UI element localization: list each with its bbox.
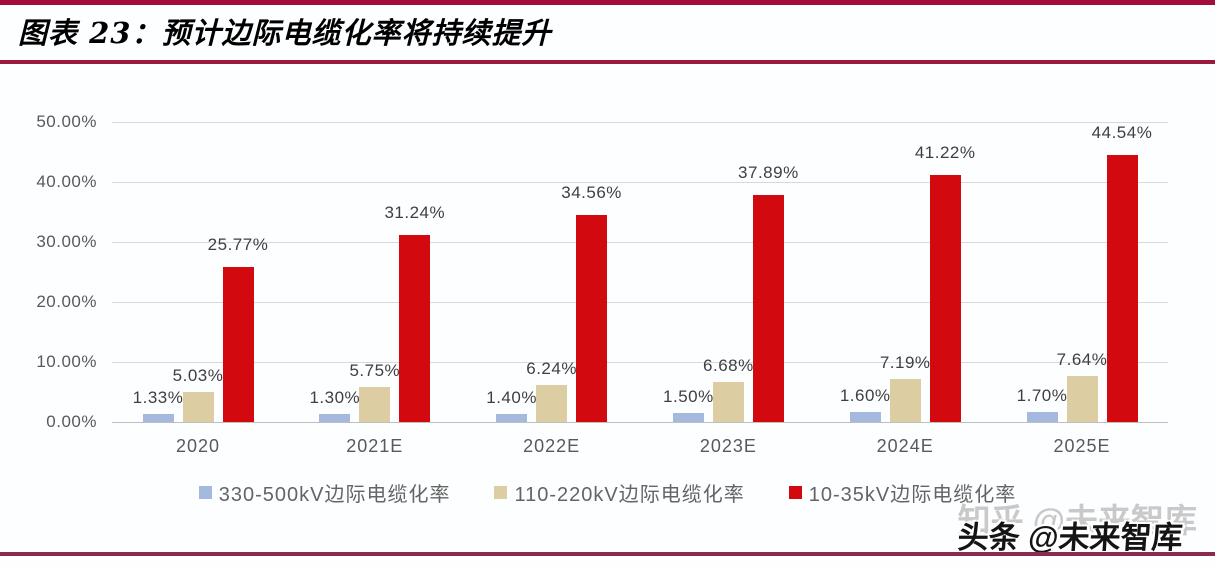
legend-label: 110-220kV边际电缆化率 (514, 484, 745, 506)
legend-item-2: 10-35kV边际电缆化率 (788, 478, 1017, 507)
gridline (112, 362, 1168, 363)
bar-value-label: 1.30% (309, 388, 361, 407)
bar-2025E-series0 (1026, 412, 1058, 422)
watermark-toutiao: 头条 @未来智库 (956, 520, 1185, 555)
top-accent-bar (0, 0, 1215, 5)
bar-2023E-series1 (712, 382, 744, 422)
legend-swatch-icon (788, 486, 802, 499)
watermark-zhihu: 知乎 @未来智库 (957, 502, 1197, 539)
bar-chart: 0.00% 10.00% 20.00% 30.00% 40.00% 50.00% 1.33%… (0, 66, 1215, 486)
gridline (112, 422, 1168, 423)
bar-2022E-series0 (496, 414, 528, 422)
bar-value-label: 1.40% (486, 388, 537, 407)
y-axis-tick-label: 0.00% (46, 412, 97, 431)
x-axis-tick-label: 2023E (699, 436, 757, 456)
bar-value-label: 44.54% (1091, 123, 1153, 142)
gridline (112, 182, 1168, 183)
legend-label: 330-500kV边际电缆化率 (218, 484, 451, 506)
bar-value-label: 34.56% (561, 183, 622, 202)
legend-swatch-icon (198, 486, 212, 499)
bar-value-label: 1.70% (1016, 386, 1068, 405)
gridline (112, 302, 1168, 303)
legend-swatch-icon (494, 486, 508, 499)
gridline (112, 242, 1168, 243)
bar-2020-series1 (182, 392, 214, 422)
bar-value-label: 41.22% (914, 143, 976, 162)
chart-legend: 330-500kV边际电缆化率 110-220kV边际电缆化率 10-35kV边际电… (0, 478, 1215, 507)
x-axis-tick-label: 2022E (523, 436, 581, 456)
bar-2021E-series0 (319, 414, 351, 422)
bar-2024E-series2 (929, 175, 961, 422)
y-axis-tick-label: 10.00% (36, 352, 97, 371)
bar-2020-series2 (222, 267, 254, 422)
bar-value-label: 25.77% (207, 235, 269, 254)
bar-value-label: 7.64% (1056, 350, 1108, 369)
gridline (112, 122, 1168, 123)
bar-2021E-series1 (359, 387, 391, 422)
bar-value-label: 7.19% (879, 353, 931, 372)
bar-value-label: 6.24% (526, 359, 577, 378)
bar-2023E-series2 (752, 195, 784, 422)
chart-title: 图表 23：预计边际电缆化率将持续提升 (18, 16, 552, 50)
legend-label: 10-35kV边际电缆化率 (808, 484, 1017, 506)
legend-item-0: 330-500kV边际电缆化率 (198, 478, 451, 507)
x-axis-tick-label: 2021E (346, 436, 404, 456)
y-axis-tick-label: 30.00% (36, 232, 97, 251)
bar-2025E-series1 (1066, 376, 1098, 422)
bar-2025E-series2 (1106, 155, 1138, 422)
bar-2021E-series2 (399, 235, 431, 422)
bar-2023E-series0 (672, 413, 704, 422)
bar-value-label: 1.50% (663, 387, 714, 406)
x-axis-tick-label: 2024E (876, 436, 934, 456)
bar-2020-series0 (142, 414, 174, 422)
bar-2022E-series2 (576, 215, 608, 422)
title-underline (0, 60, 1215, 64)
bar-value-label: 5.03% (172, 366, 224, 385)
bar-value-label: 1.33% (132, 388, 184, 407)
bar-value-label: 5.75% (349, 361, 401, 380)
y-axis-tick-label: 20.00% (36, 292, 97, 311)
x-axis-tick-label: 2025E (1053, 436, 1111, 456)
bar-value-label: 37.89% (738, 163, 799, 182)
bottom-accent-bar (0, 552, 1215, 556)
legend-item-1: 110-220kV边际电缆化率 (494, 478, 744, 507)
bar-value-label: 1.60% (839, 386, 891, 405)
y-axis-tick-label: 40.00% (36, 172, 97, 191)
bar-2022E-series1 (536, 385, 568, 422)
bar-2024E-series1 (889, 379, 921, 422)
bar-value-label: 6.68% (703, 356, 754, 375)
bar-value-label: 31.24% (384, 203, 446, 222)
y-axis-tick-label: 50.00% (36, 112, 97, 131)
x-axis-tick-label: 2020 (175, 436, 221, 456)
bar-2024E-series0 (849, 412, 881, 422)
